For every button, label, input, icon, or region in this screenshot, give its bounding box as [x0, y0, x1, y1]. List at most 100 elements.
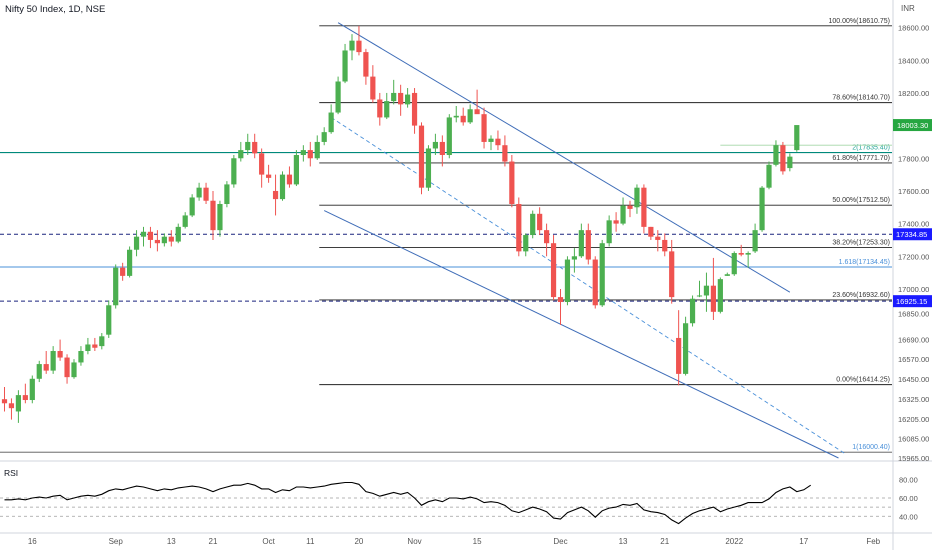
candle	[537, 207, 543, 236]
fib-level-label: 50.00%(17512.50)	[832, 197, 890, 204]
candle	[43, 351, 49, 374]
time-tick-label: 17	[799, 537, 808, 546]
candle	[509, 155, 515, 208]
rsi-title: RSI	[4, 468, 18, 478]
price-tick-label: 16450.00	[898, 375, 929, 384]
price-tick-label: 16850.00	[898, 309, 929, 318]
candle	[85, 337, 91, 355]
candle-body	[210, 200, 216, 231]
candle	[481, 107, 487, 149]
candle	[794, 125, 800, 152]
time-tick-label: 15	[473, 537, 482, 546]
price-tick-label: 18400.00	[898, 56, 929, 65]
candle	[92, 337, 98, 352]
candle	[550, 235, 557, 301]
candle-body	[224, 184, 230, 205]
candle-body	[627, 205, 633, 209]
last-price-label: 18003.30	[897, 121, 928, 130]
candle	[196, 182, 202, 201]
candle	[523, 233, 529, 257]
level-price-tag-label: 17334.85	[896, 230, 927, 239]
fib-extension-label: 1.618(17134.45)	[839, 259, 890, 266]
candle-body	[140, 231, 147, 237]
candle	[293, 150, 299, 187]
candle-body	[523, 235, 529, 252]
candle-body	[405, 94, 411, 105]
candle	[342, 43, 348, 84]
candle-body	[398, 92, 404, 105]
candle	[578, 223, 584, 258]
candle	[286, 166, 293, 188]
candle-body	[99, 336, 105, 347]
chart-title: Nifty 50 Index, 1D, NSE	[5, 4, 105, 15]
price-tick-label: 18600.00	[898, 24, 929, 33]
candle-body	[175, 226, 181, 242]
candle	[106, 300, 112, 338]
candle-body	[634, 187, 640, 208]
candle	[599, 239, 605, 307]
candle-body	[377, 99, 383, 118]
candle	[363, 48, 369, 85]
candle	[1, 386, 8, 412]
candle-body	[154, 239, 160, 244]
candle-body	[516, 204, 522, 252]
candle	[224, 181, 230, 208]
candle-body	[425, 148, 432, 188]
candle-body	[92, 344, 98, 348]
candle	[648, 226, 654, 240]
candle	[29, 375, 35, 404]
price-tick-label: 16570.00	[898, 355, 929, 364]
candle	[585, 223, 591, 265]
time-tick-label: Sep	[109, 537, 124, 546]
level-price-tag-label: 16925.15	[896, 297, 927, 306]
candle-body	[78, 351, 84, 363]
candle	[710, 257, 716, 320]
candle-body	[599, 243, 605, 306]
candle-body	[217, 204, 223, 231]
price-tick-label: 17600.00	[898, 187, 929, 196]
candle-body	[453, 115, 459, 118]
candle	[335, 76, 341, 115]
candle-body	[328, 112, 334, 133]
candle-body	[439, 141, 445, 156]
candle	[516, 197, 522, 257]
candle-body	[335, 81, 341, 113]
candle-body	[196, 187, 202, 198]
candle-body	[50, 351, 56, 371]
candle-body	[432, 141, 438, 149]
fib-extension-label: 1(16000.40)	[852, 444, 890, 451]
candle	[766, 161, 772, 190]
candle-body	[703, 285, 710, 296]
rsi-tick-label: 80.00	[899, 476, 918, 485]
price-tick-label: 17800.00	[898, 154, 929, 163]
candle	[252, 133, 258, 159]
channel-upper-line	[337, 22, 791, 293]
candle	[266, 164, 272, 183]
candle-body	[370, 76, 376, 100]
candle	[488, 135, 494, 151]
candle	[696, 280, 703, 298]
candle-body	[418, 125, 425, 188]
candle-body	[57, 351, 63, 358]
time-tick-label: 21	[660, 537, 669, 546]
currency-label: INR	[901, 4, 915, 13]
candle	[634, 184, 640, 214]
candle	[641, 184, 647, 234]
candle	[439, 135, 445, 167]
candle-body	[717, 279, 723, 312]
candle	[717, 277, 723, 314]
candle	[405, 88, 411, 108]
price-tick-label: 18200.00	[898, 89, 929, 98]
candle	[182, 212, 188, 229]
time-tick-label: 21	[209, 537, 218, 546]
candle-body	[648, 226, 654, 237]
candle-body	[752, 230, 758, 252]
price-tick-label: 16085.00	[898, 434, 929, 443]
candle-body	[356, 40, 362, 53]
candle	[620, 197, 626, 226]
candle-body	[43, 364, 49, 371]
candle-body	[669, 251, 675, 298]
candle-body	[481, 114, 487, 142]
candle-body	[620, 205, 626, 224]
